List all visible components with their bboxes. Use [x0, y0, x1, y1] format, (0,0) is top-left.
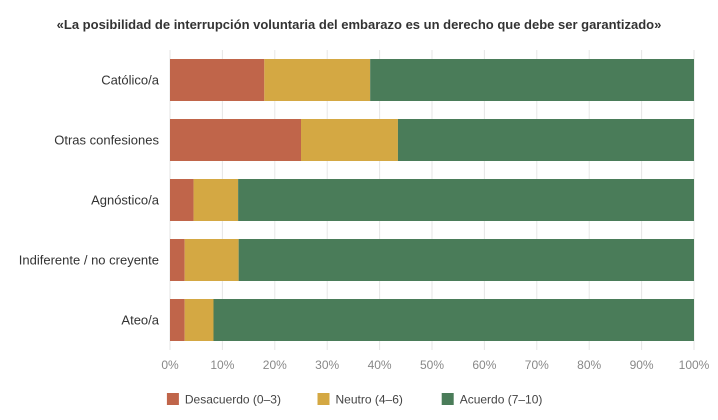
category-label: Agnóstico/a — [91, 193, 160, 208]
x-tick-label: 10% — [210, 358, 234, 372]
bar-segment — [264, 59, 371, 101]
bar-segment — [170, 239, 185, 281]
x-tick-label: 60% — [472, 358, 496, 372]
bars-layer — [170, 59, 695, 341]
bar-segment — [301, 119, 398, 161]
category-label: Ateo/a — [121, 313, 159, 328]
x-tick-label: 20% — [263, 358, 287, 372]
category-label: Católico/a — [101, 73, 160, 88]
category-label: Indiferente / no creyente — [19, 253, 159, 268]
bar-segment — [170, 59, 265, 101]
category-labels: Católico/a Otras confesiones Agnóstico/a In… — [19, 73, 160, 328]
legend: Desacuerdo (0–3) Neutro (4–6) Acuerdo (7–1… — [166, 393, 543, 407]
x-tick-label: 40% — [368, 358, 392, 372]
bar-segment — [238, 239, 695, 281]
bar-segment — [397, 119, 694, 161]
x-tick-label: 100% — [679, 358, 710, 372]
x-tick-label: 70% — [525, 358, 549, 372]
chart-title: «La posibilidad de interrupción voluntar… — [56, 17, 662, 32]
x-tick-label: 80% — [577, 358, 601, 372]
bar-segment — [170, 179, 194, 221]
bar-segment — [238, 179, 694, 221]
bar-segment — [213, 299, 694, 341]
legend-swatch — [317, 393, 330, 405]
x-tick-labels: 0% 10% 20% 30% 40% 50% 60% 70% 80% 90% 100% — [161, 358, 709, 372]
legend-label: Acuerdo (7–10) — [460, 393, 543, 407]
x-tick-label: 30% — [315, 358, 339, 372]
legend-label: Neutro (4–6) — [336, 393, 403, 407]
legend-swatch — [166, 393, 179, 405]
x-tick-label: 50% — [420, 358, 444, 372]
x-tick-label: 90% — [630, 358, 654, 372]
x-tick-label: 0% — [161, 358, 179, 372]
legend-label: Desacuerdo (0–3) — [185, 393, 281, 407]
category-label: Otras confesiones — [54, 133, 159, 148]
bar-segment — [193, 179, 239, 221]
legend-swatch — [441, 393, 454, 405]
bar-segment — [370, 59, 694, 101]
bar-segment — [184, 239, 239, 281]
bar-segment — [170, 119, 301, 161]
bar-segment — [170, 299, 185, 341]
bar-segment — [184, 299, 214, 341]
